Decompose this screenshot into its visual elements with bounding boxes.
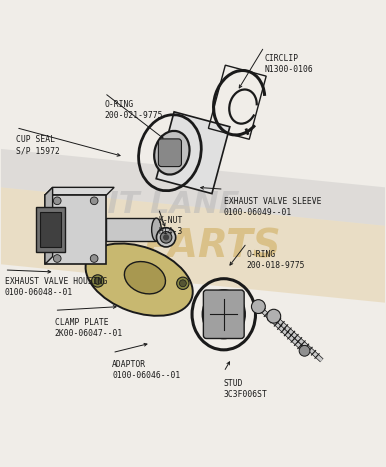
Text: O-RING
200-018-9775: O-RING 200-018-9775 — [247, 250, 305, 270]
Text: PIT LANE: PIT LANE — [85, 190, 239, 219]
Polygon shape — [107, 218, 156, 241]
Circle shape — [251, 300, 265, 313]
Circle shape — [53, 197, 61, 205]
FancyBboxPatch shape — [203, 290, 244, 339]
FancyBboxPatch shape — [158, 139, 181, 167]
Polygon shape — [45, 187, 114, 195]
Circle shape — [163, 234, 169, 241]
Text: PARTS: PARTS — [144, 228, 281, 266]
Text: O-RING
200-021-9775: O-RING 200-021-9775 — [105, 100, 163, 120]
Polygon shape — [45, 187, 52, 264]
Text: EXHAUST VALVE HOUSING
0100-06048--01: EXHAUST VALVE HOUSING 0100-06048--01 — [5, 277, 107, 297]
Circle shape — [90, 197, 98, 205]
Polygon shape — [45, 195, 107, 264]
Ellipse shape — [202, 290, 245, 339]
Circle shape — [160, 232, 172, 243]
Text: STUD
3C3F006ST: STUD 3C3F006ST — [224, 379, 267, 399]
Polygon shape — [156, 112, 230, 194]
Circle shape — [179, 280, 186, 287]
Text: CIRCLIP
N1300-0106: CIRCLIP N1300-0106 — [264, 54, 313, 74]
FancyBboxPatch shape — [40, 212, 61, 247]
Circle shape — [90, 255, 98, 262]
Ellipse shape — [124, 262, 166, 294]
Ellipse shape — [86, 243, 193, 316]
Polygon shape — [1, 149, 385, 226]
Circle shape — [299, 346, 310, 356]
Circle shape — [53, 255, 61, 262]
Circle shape — [177, 277, 189, 290]
Text: ADAPTOR
0100-06046--01: ADAPTOR 0100-06046--01 — [112, 360, 181, 380]
Circle shape — [94, 277, 101, 284]
Ellipse shape — [152, 218, 161, 241]
Circle shape — [267, 309, 281, 323]
Circle shape — [156, 228, 176, 247]
Text: CUP SEAL
S/P 15972: CUP SEAL S/P 15972 — [16, 135, 60, 155]
FancyBboxPatch shape — [36, 207, 65, 252]
Circle shape — [91, 275, 104, 287]
Ellipse shape — [154, 130, 190, 175]
Polygon shape — [1, 187, 385, 303]
Text: CLAMP PLATE
2K00-06047--01: CLAMP PLATE 2K00-06047--01 — [54, 318, 123, 338]
Text: K-NUT
H14-3: K-NUT H14-3 — [158, 216, 183, 236]
Text: EXHAUST VALVE SLEEVE
0100-06049--01: EXHAUST VALVE SLEEVE 0100-06049--01 — [224, 197, 321, 217]
